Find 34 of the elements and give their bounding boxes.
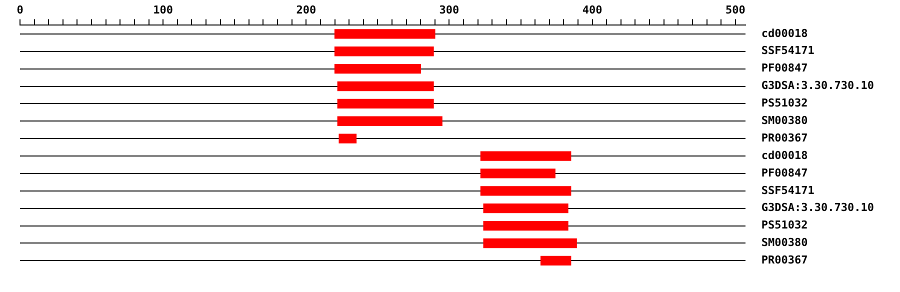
bar (337, 98, 434, 109)
bar (338, 134, 357, 144)
bar (334, 64, 421, 74)
x-tick-label: 0 (16, 3, 24, 16)
y-tick-label: G3DSA:3.30.730.10 (761, 79, 874, 92)
x-tick-label: 200 (296, 3, 316, 16)
bar (480, 186, 572, 196)
y-tick-label: cd00018 (761, 148, 808, 162)
bar (480, 151, 572, 161)
bar (483, 220, 568, 231)
y-tick-label: SSF54171 (761, 184, 815, 197)
y-tick-label: PR00367 (761, 254, 808, 267)
bar (334, 29, 436, 39)
x-tick-label: 400 (582, 3, 602, 16)
bar (337, 81, 434, 92)
x-tick-label: 500 (725, 3, 746, 16)
y-tick-label: PS51032 (761, 96, 808, 110)
y-tick-label: PF00847 (761, 62, 808, 75)
x-tick-label: 100 (153, 3, 174, 16)
bar (540, 256, 572, 266)
bar (483, 204, 568, 214)
y-tick-label: PR00367 (761, 131, 808, 144)
y-tick-label: PS51032 (761, 218, 808, 232)
bar (480, 168, 556, 178)
bar (337, 116, 442, 126)
y-tick-label: SM00380 (761, 114, 808, 127)
y-tick-label: SM00380 (761, 236, 808, 250)
bar (334, 46, 434, 56)
y-tick-label: G3DSA:3.30.730.10 (761, 201, 874, 214)
bar (483, 238, 577, 248)
y-tick-label: cd00018 (761, 26, 808, 40)
x-tick-label: 300 (439, 3, 460, 16)
y-tick-label: PF00847 (761, 166, 808, 180)
y-tick-label: SSF54171 (761, 44, 815, 58)
